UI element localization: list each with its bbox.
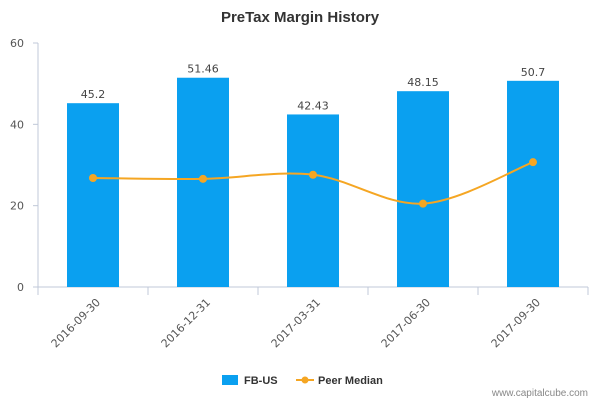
bar-2016-09-30[interactable]	[67, 103, 119, 287]
peer-median-point-2016-09-30[interactable]	[89, 174, 97, 183]
data-labels: 45.2 51.46 42.43 48.15 50.7	[81, 63, 546, 113]
legend-label-peer-median: Peer Median	[318, 375, 383, 387]
peer-median-point-2016-12-31[interactable]	[199, 174, 207, 183]
source-credit: www.capitalcube.com	[491, 388, 588, 399]
data-label-2017-09-30: 50.7	[521, 66, 546, 79]
x-tick-labels: 2016-09-30 2016-12-31 2017-03-31 2017-06-30…	[49, 296, 543, 350]
data-label-2016-12-31: 51.46	[187, 63, 219, 76]
peer-median-point-2017-09-30[interactable]	[529, 158, 537, 167]
x-tick-label: 2017-03-31	[269, 296, 323, 350]
legend: FB-US Peer Median	[222, 375, 383, 387]
y-tick-label: 20	[10, 200, 24, 213]
peer-median-point-2017-03-31[interactable]	[309, 170, 317, 179]
x-tick-label: 2016-09-30	[49, 296, 103, 350]
peer-median-line-group	[89, 158, 537, 208]
data-label-2016-09-30: 45.2	[81, 88, 106, 101]
data-label-2017-03-31: 42.43	[297, 99, 329, 112]
axes: 0 20 40 60	[10, 37, 589, 295]
y-tick-label: 40	[10, 118, 24, 131]
data-label-2017-06-30: 48.15	[407, 76, 439, 89]
peer-median-point-2017-06-30[interactable]	[419, 199, 427, 208]
y-tick-label: 0	[17, 281, 24, 294]
bar-2017-09-30[interactable]	[507, 80, 559, 287]
legend-label-fb-us: FB-US	[244, 375, 278, 387]
y-tick-label: 60	[10, 37, 24, 50]
bar-2017-06-30[interactable]	[397, 91, 449, 287]
x-tick-label: 2017-06-30	[379, 296, 433, 350]
legend-swatch-peer-median-marker	[301, 376, 309, 384]
x-tick-label: 2016-12-31	[159, 296, 213, 350]
chart-title: PreTax Margin History	[221, 9, 380, 26]
legend-swatch-fb-us	[222, 375, 238, 385]
bar-2017-03-31[interactable]	[287, 114, 339, 288]
x-tick-label: 2017-09-30	[489, 296, 543, 350]
